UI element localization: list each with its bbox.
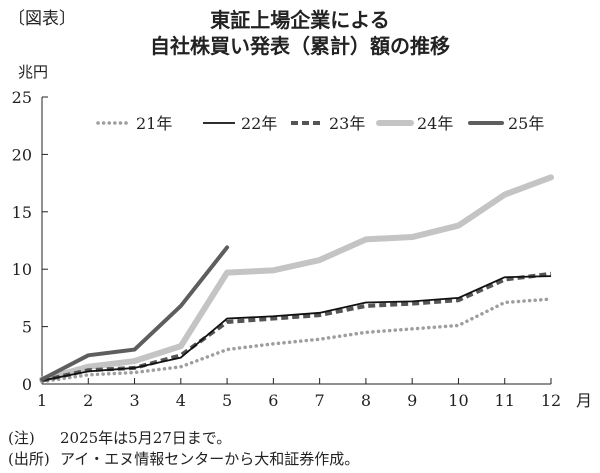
legend-label-23年: 23年 (329, 114, 365, 133)
legend-label-24年: 24年 (417, 114, 453, 133)
note-1: (注) 2025年は5月27日まで。 (8, 428, 231, 448)
y-axis-label: 兆円 (18, 63, 48, 81)
x-tick-label: 3 (129, 391, 139, 410)
x-tick-label: 11 (495, 391, 515, 410)
x-tick-label: 1 (37, 391, 47, 410)
x-axis-label: 月 (576, 391, 592, 410)
series-line-22年 (41, 275, 552, 382)
note-2: (出所) アイ・エヌ情報センターから大和証券作成。 (8, 449, 359, 469)
x-tick-label: 10 (448, 391, 468, 410)
chart-title-line1: 東証上場企業による (210, 8, 390, 32)
y-tick-label: 5 (22, 318, 32, 337)
chart-title-line2: 自社株買い発表（累計）額の推移 (150, 34, 450, 58)
x-tick-label: 2 (83, 391, 93, 410)
x-tick-label: 12 (541, 391, 561, 410)
series-line-21年 (40, 297, 553, 384)
x-tick-label: 9 (407, 391, 417, 410)
x-tick-label: 8 (361, 391, 371, 410)
series-line-25年 (40, 245, 230, 382)
y-tick-label: 15 (12, 203, 32, 222)
y-tick-label: 25 (12, 88, 32, 107)
figure-label: 〔図表〕 (8, 9, 76, 29)
x-tick-label: 6 (268, 391, 278, 410)
note-1-tag: (注) (8, 429, 35, 447)
y-tick-label: 10 (12, 260, 32, 279)
series-line-23年 (41, 271, 552, 383)
y-tick-label: 0 (22, 375, 32, 394)
x-tick-label: 5 (222, 391, 232, 410)
legend-label-22年: 22年 (241, 114, 277, 133)
legend-label-25年: 25年 (508, 114, 544, 133)
note-1-text: 2025年は5月27日まで。 (60, 429, 232, 447)
y-tick-label: 20 (12, 145, 32, 164)
legend-label-21年: 21年 (136, 114, 172, 133)
series-line-24年 (39, 174, 554, 383)
x-tick-label: 4 (176, 391, 186, 410)
note-2-tag: (出所) (8, 450, 50, 468)
x-tick-label: 7 (315, 391, 325, 410)
note-2-text: アイ・エヌ情報センターから大和証券作成。 (60, 450, 360, 468)
